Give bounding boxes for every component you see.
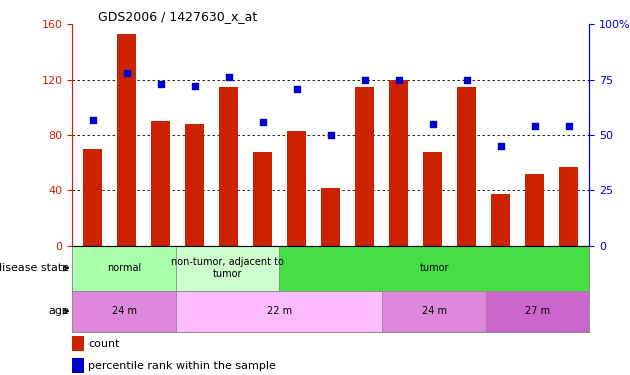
Bar — [389, 80, 408, 246]
Point — [122, 70, 132, 76]
Bar — [72, 358, 84, 373]
Bar — [457, 87, 476, 246]
Text: disease state: disease state — [0, 263, 69, 273]
Text: 22 m: 22 m — [266, 306, 292, 316]
Text: tumor: tumor — [420, 263, 449, 273]
Text: age: age — [49, 306, 69, 316]
Bar — [185, 124, 204, 246]
Text: non-tumor, adjacent to
tumor: non-tumor, adjacent to tumor — [171, 257, 284, 279]
Point — [326, 132, 336, 138]
Bar — [72, 246, 176, 291]
Bar — [151, 121, 170, 246]
Text: GDS2006 / 1427630_x_at: GDS2006 / 1427630_x_at — [98, 10, 258, 23]
Bar — [491, 195, 510, 246]
Point — [462, 77, 472, 83]
Text: 24 m: 24 m — [421, 306, 447, 316]
Bar — [176, 291, 382, 332]
Point — [564, 123, 574, 129]
Bar — [559, 167, 578, 246]
Bar — [525, 174, 544, 246]
Bar — [176, 246, 279, 291]
Bar — [219, 87, 238, 246]
Point — [292, 86, 302, 92]
Bar — [355, 87, 374, 246]
Point — [224, 75, 234, 81]
Point — [156, 81, 166, 87]
Point — [360, 77, 370, 83]
Bar — [72, 291, 176, 332]
Bar — [72, 336, 84, 351]
Point — [88, 117, 98, 123]
Text: 24 m: 24 m — [112, 306, 137, 316]
Point — [190, 83, 200, 89]
Bar — [117, 34, 136, 246]
Bar — [423, 152, 442, 246]
Bar — [253, 152, 272, 246]
Point — [258, 119, 268, 125]
Text: count: count — [88, 339, 120, 349]
Point — [530, 123, 540, 129]
Text: 27 m: 27 m — [525, 306, 550, 316]
Point — [496, 143, 506, 149]
Point — [428, 121, 438, 127]
Bar — [287, 131, 306, 246]
Bar — [486, 291, 589, 332]
Bar — [321, 188, 340, 246]
Bar — [279, 246, 589, 291]
Bar — [382, 291, 486, 332]
Bar — [84, 149, 102, 246]
Text: normal: normal — [107, 263, 141, 273]
Point — [394, 77, 404, 83]
Text: percentile rank within the sample: percentile rank within the sample — [88, 360, 276, 370]
